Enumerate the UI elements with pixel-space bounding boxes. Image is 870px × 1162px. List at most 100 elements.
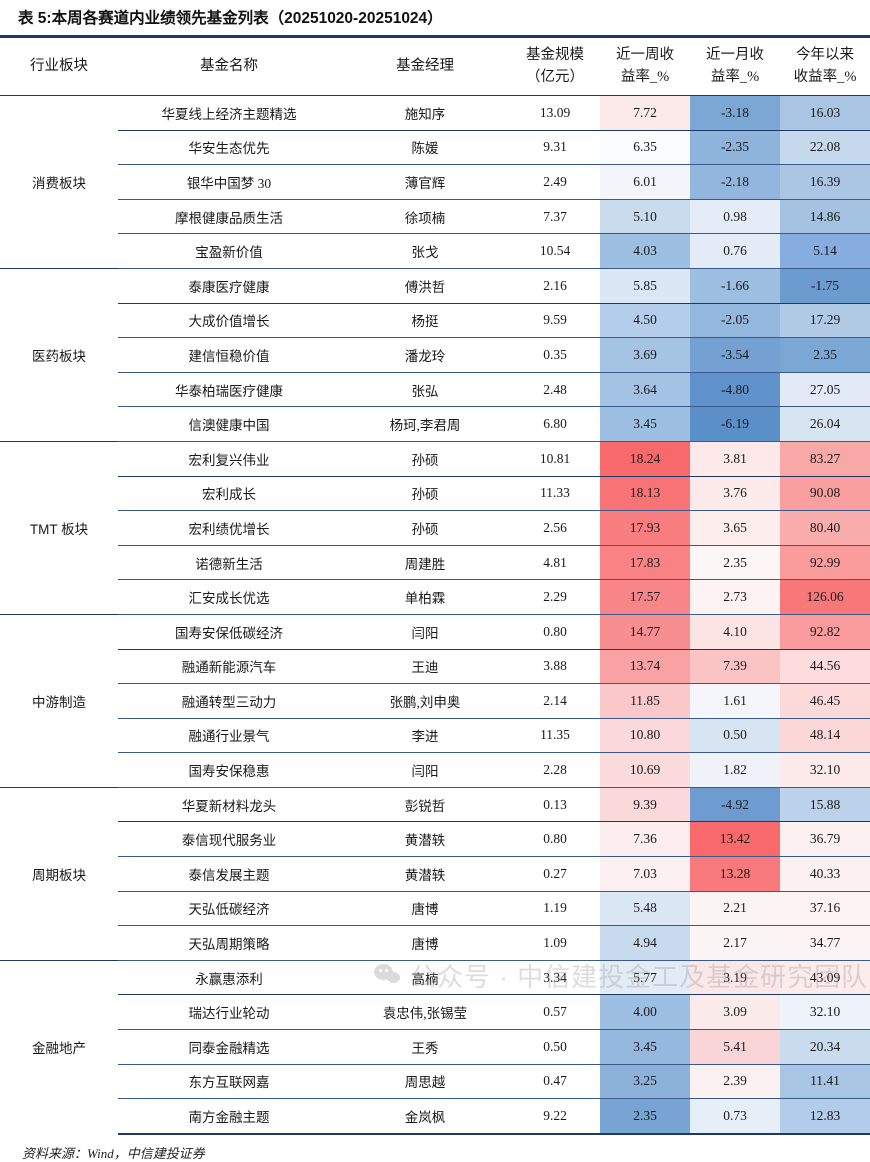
month-return-cell: -3.18 xyxy=(690,95,780,131)
page-title: 表 5:本周各赛道内业绩领先基金列表（20251020-20251024） xyxy=(18,10,443,27)
fund-manager-cell: 陈媛 xyxy=(340,130,510,166)
fund-manager-cell: 施知序 xyxy=(340,95,510,131)
ytd-return-cell: 34.77 xyxy=(780,925,870,961)
ytd-return-cell: 83.27 xyxy=(780,440,870,477)
fund-name-cell: 华夏线上经济主题精选 xyxy=(118,95,340,131)
table-row: 消费板块 华夏线上经济主题精选 施知序 13.09 7.72 -3.18 16.03 xyxy=(0,95,870,269)
month-return-cell: 2.39 xyxy=(690,1064,780,1100)
fund-scale-cell: 9.31 xyxy=(510,130,600,166)
table-row: 华安生态优先 陈媛 9.31 6.35 -2.35 22.08 xyxy=(0,130,870,166)
source-note: 资料来源：Wind，中信建投证券 xyxy=(22,1145,205,1161)
fund-scale-cell: 3.88 xyxy=(510,649,600,685)
col-header-sector: 行业板块 xyxy=(0,35,118,96)
fund-name-cell: 泰康医疗健康 xyxy=(118,267,340,304)
week-return-cell: 10.69 xyxy=(600,752,690,788)
table-row: 银华中国梦 30 薄官辉 2.49 6.01 -2.18 16.39 xyxy=(0,164,870,200)
fund-name-cell: 宏利绩优增长 xyxy=(118,510,340,546)
fund-manager-cell: 黄潜轶 xyxy=(340,821,510,858)
fund-manager-cell: 周建胜 xyxy=(340,545,510,581)
ytd-return-cell: 48.14 xyxy=(780,718,870,754)
month-return-cell: 13.42 xyxy=(690,821,780,858)
table-row: 医药板块 泰康医疗健康 傅洪哲 2.16 5.85 -1.66 -1.75 xyxy=(0,267,870,442)
fund-scale-cell: 2.48 xyxy=(510,372,600,408)
month-return-cell: -4.92 xyxy=(690,786,780,823)
month-return-cell: -2.35 xyxy=(690,130,780,166)
fund-manager-cell: 王秀 xyxy=(340,1029,510,1065)
ytd-return-cell: 22.08 xyxy=(780,130,870,166)
week-return-cell: 6.35 xyxy=(600,130,690,166)
week-return-cell: 17.57 xyxy=(600,579,690,615)
table-row: 融通转型三动力 张鹏,刘申奥 2.14 11.85 1.61 46.45 xyxy=(0,683,870,719)
fund-manager-cell: 金岚枫 xyxy=(340,1098,510,1135)
fund-scale-cell: 2.16 xyxy=(510,267,600,304)
fund-scale-cell: 9.59 xyxy=(510,303,600,339)
fund-manager-cell: 潘龙玲 xyxy=(340,337,510,373)
ytd-return-cell: 40.33 xyxy=(780,856,870,892)
month-return-cell: 1.82 xyxy=(690,752,780,788)
ytd-return-cell: 5.14 xyxy=(780,233,870,269)
table-row: 建信恒稳价值 潘龙玲 0.35 3.69 -3.54 2.35 xyxy=(0,337,870,373)
month-return-cell: 3.09 xyxy=(690,994,780,1031)
table-row: 华泰柏瑞医疗健康 张弘 2.48 3.64 -4.80 27.05 xyxy=(0,372,870,408)
col-header-manager: 基金经理 xyxy=(340,35,510,96)
month-return-cell: 2.17 xyxy=(690,925,780,961)
fund-name-cell: 泰信现代服务业 xyxy=(118,821,340,858)
week-return-cell: 11.85 xyxy=(600,683,690,719)
fund-name-cell: 永赢惠添利 xyxy=(118,959,340,996)
fund-manager-cell: 张弘 xyxy=(340,372,510,408)
ytd-return-cell: 32.10 xyxy=(780,994,870,1031)
fund-scale-cell: 2.29 xyxy=(510,579,600,615)
fund-manager-cell: 单柏霖 xyxy=(340,579,510,615)
fund-manager-cell: 傅洪哲 xyxy=(340,267,510,304)
ytd-return-cell: 46.45 xyxy=(780,683,870,719)
fund-manager-cell: 张戈 xyxy=(340,233,510,269)
table-row: 泰信现代服务业 黄潜轶 0.80 7.36 13.42 36.79 xyxy=(0,821,870,858)
table-row: 天弘周期策略 唐博 1.09 4.94 2.17 34.77 xyxy=(0,925,870,961)
fund-name-cell: 融通转型三动力 xyxy=(118,683,340,719)
fund-manager-cell: 孙硕 xyxy=(340,476,510,512)
table-row: 融通新能源汽车 王迪 3.88 13.74 7.39 44.56 xyxy=(0,649,870,685)
fund-performance-table: 行业板块 基金名称 基金经理 基金规模 （亿元） 近一周收 益率_% 近一月收 益率_… xyxy=(0,35,870,1135)
fund-scale-cell: 9.22 xyxy=(510,1098,600,1135)
week-return-cell: 6.01 xyxy=(600,164,690,200)
week-return-cell: 5.85 xyxy=(600,267,690,304)
table-header-row: 行业板块 基金名称 基金经理 基金规模 （亿元） 近一周收 益率_% 近一月收 益率_… xyxy=(0,35,870,96)
table-row: 同泰金融精选 王秀 0.50 3.45 5.41 20.34 xyxy=(0,1029,870,1065)
week-return-cell: 17.93 xyxy=(600,510,690,546)
fund-scale-cell: 1.19 xyxy=(510,891,600,927)
month-return-cell: -2.05 xyxy=(690,303,780,339)
col-header-fund-name: 基金名称 xyxy=(118,35,340,96)
fund-scale-cell: 0.80 xyxy=(510,821,600,858)
month-return-cell: 5.41 xyxy=(690,1029,780,1065)
table-row: 诺德新生活 周建胜 4.81 17.83 2.35 92.99 xyxy=(0,545,870,581)
fund-scale-cell: 0.13 xyxy=(510,786,600,823)
table-row: 融通行业景气 李进 11.35 10.80 0.50 48.14 xyxy=(0,718,870,754)
col-header-ytd-return: 今年以来 收益率_% xyxy=(780,35,870,96)
ytd-return-cell: 16.03 xyxy=(780,95,870,131)
sector-label: 周期板块 xyxy=(0,786,118,961)
week-return-cell: 3.45 xyxy=(600,1029,690,1065)
table-row: 信澳健康中国 杨珂,李君周 6.80 3.45 -6.19 26.04 xyxy=(0,406,870,442)
fund-manager-cell: 闫阳 xyxy=(340,613,510,650)
sector-label: 金融地产 xyxy=(0,959,118,1134)
week-return-cell: 3.69 xyxy=(600,337,690,373)
week-return-cell: 4.03 xyxy=(600,233,690,269)
table-body: 消费板块 华夏线上经济主题精选 施知序 13.09 7.72 -3.18 16.03 华安生态… xyxy=(0,95,870,1135)
week-return-cell: 18.24 xyxy=(600,440,690,477)
ytd-return-cell: 37.16 xyxy=(780,891,870,927)
fund-scale-cell: 0.80 xyxy=(510,613,600,650)
month-return-cell: 7.39 xyxy=(690,649,780,685)
fund-name-cell: 诺德新生活 xyxy=(118,545,340,581)
month-return-cell: 4.10 xyxy=(690,613,780,650)
fund-name-cell: 宏利成长 xyxy=(118,476,340,512)
fund-scale-cell: 2.49 xyxy=(510,164,600,200)
week-return-cell: 5.77 xyxy=(600,959,690,996)
ytd-return-cell: 20.34 xyxy=(780,1029,870,1065)
week-return-cell: 3.25 xyxy=(600,1064,690,1100)
fund-manager-cell: 周思越 xyxy=(340,1064,510,1100)
ytd-return-cell: 16.39 xyxy=(780,164,870,200)
fund-name-cell: 天弘低碳经济 xyxy=(118,891,340,927)
fund-name-cell: 建信恒稳价值 xyxy=(118,337,340,373)
fund-manager-cell: 杨珂,李君周 xyxy=(340,406,510,442)
fund-scale-cell: 13.09 xyxy=(510,95,600,131)
